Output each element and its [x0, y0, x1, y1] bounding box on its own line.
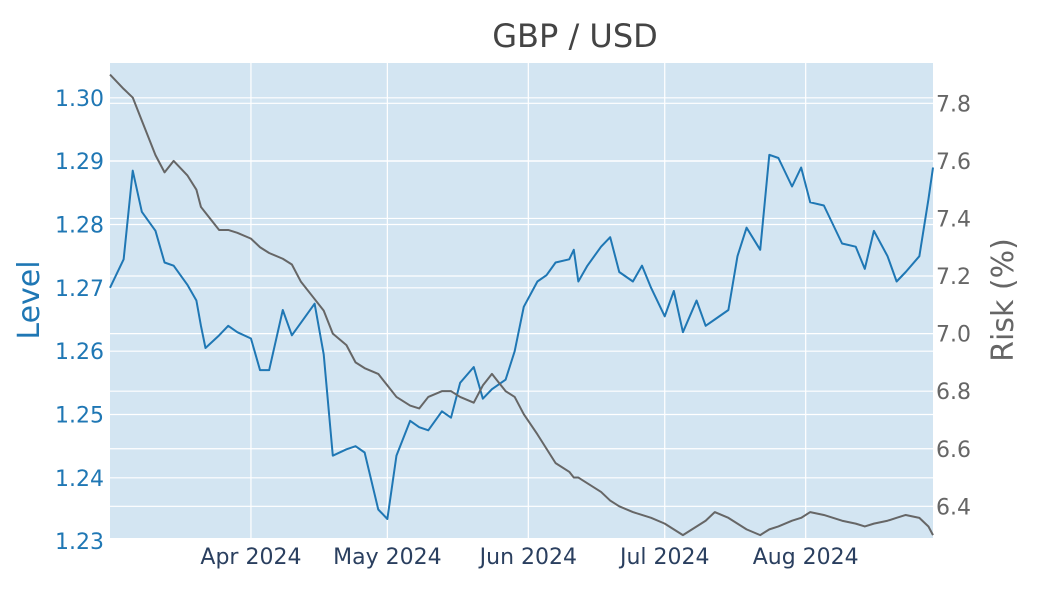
x-tick-label: Apr 2024 [200, 545, 301, 570]
chart-title: GBP / USD [492, 17, 658, 55]
x-tick-label: Jun 2024 [478, 545, 577, 570]
right-axis-ticks: 6.4 6.6 6.8 7.0 7.2 7.4 7.6 7.8 [936, 92, 971, 520]
right-tick-label: 6.4 [936, 495, 971, 520]
right-tick-label: 7.8 [936, 92, 971, 117]
series-lines [109, 73, 934, 537]
left-tick-label: 1.23 [55, 530, 104, 555]
left-tick-label: 1.28 [55, 214, 104, 239]
series-line-left [109, 153, 934, 520]
plot-background [110, 63, 933, 538]
grid-lines [110, 63, 933, 538]
right-tick-label: 7.2 [936, 265, 971, 290]
right-tick-label: 7.4 [936, 207, 971, 232]
right-tick-label: 6.6 [936, 438, 971, 463]
left-axis-title: Level [12, 260, 47, 339]
left-tick-label: 1.29 [55, 150, 104, 175]
series-line-right [109, 73, 934, 537]
x-axis-ticks: Apr 2024 May 2024 Jun 2024 Jul 2024 Aug 2024 [200, 545, 858, 570]
left-tick-label: 1.27 [55, 277, 104, 302]
right-tick-label: 7.6 [936, 150, 971, 175]
right-tick-label: 6.8 [936, 380, 971, 405]
right-axis-title: Risk (%) [986, 238, 1021, 362]
left-tick-label: 1.30 [55, 87, 104, 112]
x-tick-label: Jul 2024 [618, 545, 710, 570]
left-axis-ticks: 1.23 1.24 1.25 1.26 1.27 1.28 1.29 1.30 [55, 87, 104, 555]
x-tick-label: Aug 2024 [753, 545, 859, 570]
right-tick-label: 7.0 [936, 323, 971, 348]
left-tick-label: 1.24 [55, 467, 104, 492]
left-tick-label: 1.25 [55, 404, 104, 429]
x-tick-label: May 2024 [333, 545, 441, 570]
left-tick-label: 1.26 [55, 340, 104, 365]
